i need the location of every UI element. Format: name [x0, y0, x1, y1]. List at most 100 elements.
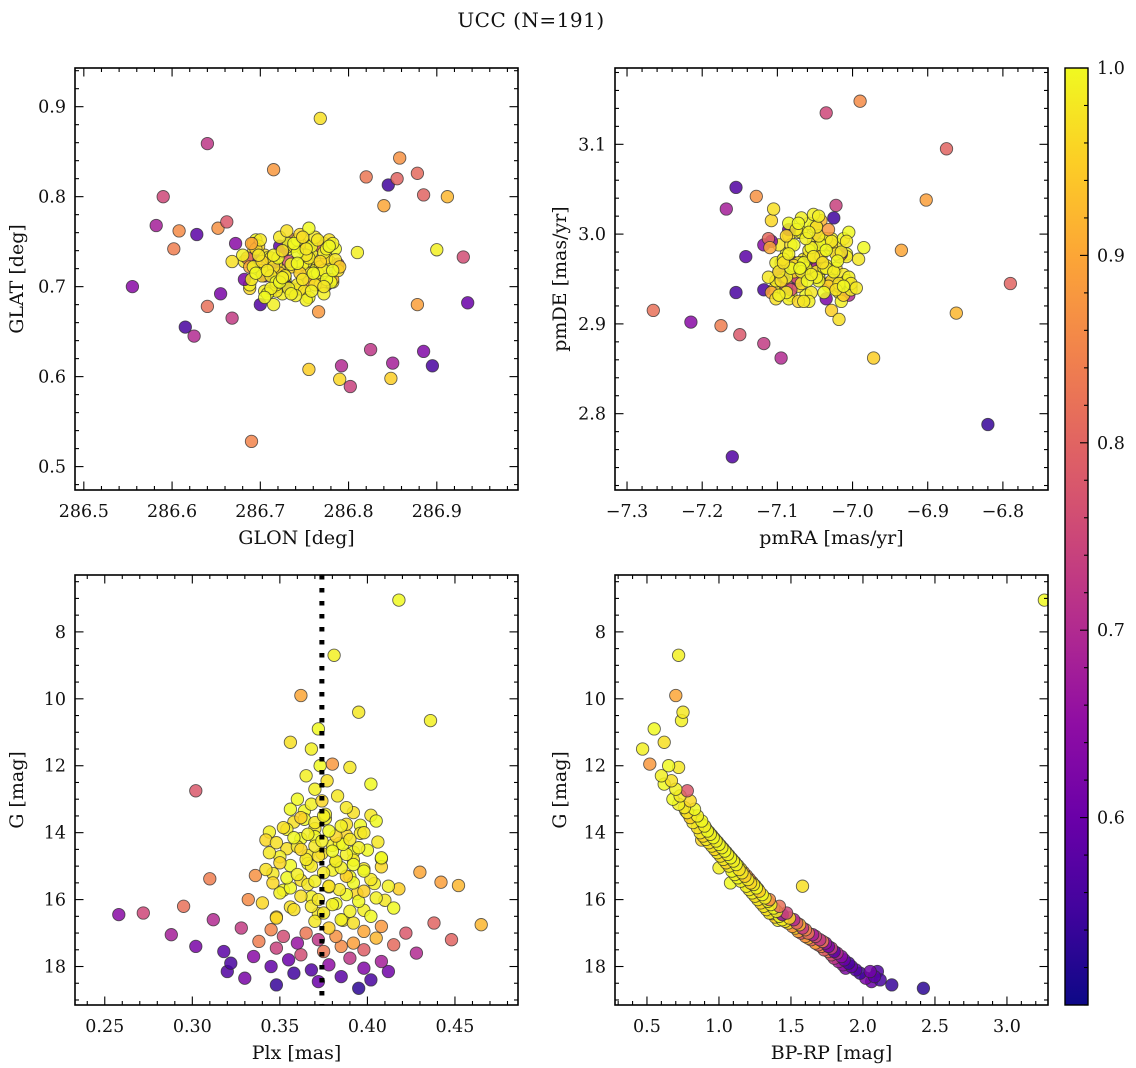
data-point — [206, 913, 220, 927]
data-point — [416, 344, 431, 359]
data-point — [294, 842, 308, 857]
data-point — [213, 287, 228, 301]
data-point — [322, 921, 336, 935]
data-point — [164, 928, 178, 942]
scatter-points — [125, 111, 475, 449]
data-point — [330, 789, 345, 803]
x-tick-label: 286.8 — [324, 502, 374, 522]
data-point — [346, 916, 361, 930]
data-point — [228, 236, 243, 251]
x-tick-label: −7.1 — [756, 502, 799, 522]
data-point — [364, 777, 378, 791]
data-point — [352, 841, 366, 855]
x-tick-label: 0.30 — [173, 1017, 212, 1037]
data-point — [863, 964, 877, 979]
data-point — [763, 240, 777, 255]
data-point — [246, 949, 261, 964]
data-point — [836, 279, 851, 293]
data-point — [821, 222, 836, 237]
x-axis-label: pmRA [mas/yr] — [759, 527, 903, 549]
data-point — [304, 963, 319, 977]
y-axis-label: G [mag] — [6, 751, 28, 829]
data-point — [313, 111, 327, 126]
data-point — [851, 252, 866, 266]
data-point — [308, 782, 322, 796]
panel-cmd: 0.5 1.0 1.5 2.0 2.5 3.0 8 10 12 14 16 18 BP-RP [mag]… — [549, 574, 1049, 1064]
data-point — [311, 233, 325, 247]
x-tick-label: 2.0 — [849, 1017, 877, 1037]
data-point — [357, 943, 371, 957]
data-point — [187, 329, 201, 343]
data-point — [430, 243, 444, 257]
data-point — [334, 969, 348, 984]
data-point — [797, 294, 811, 309]
data-point — [819, 243, 833, 257]
panel-frame — [614, 574, 1049, 1006]
data-point — [793, 261, 807, 275]
data-point — [112, 907, 126, 922]
y-tick-label: 0.5 — [38, 458, 66, 478]
data-point — [369, 814, 383, 828]
data-point — [302, 221, 316, 235]
data-point — [357, 826, 371, 840]
y-tick-label: 14 — [584, 824, 606, 844]
data-point — [167, 242, 181, 256]
data-point — [294, 810, 308, 825]
data-point — [290, 792, 305, 806]
data-point — [280, 224, 294, 238]
data-point — [304, 284, 319, 298]
data-point — [308, 914, 322, 928]
data-point — [729, 285, 743, 300]
data-point — [296, 272, 310, 287]
y-tick-label: 0.8 — [38, 188, 66, 208]
data-point — [178, 320, 192, 334]
y-tick-label: 0.6 — [38, 368, 66, 388]
data-point — [269, 836, 284, 850]
data-point — [357, 884, 371, 898]
data-point — [343, 904, 357, 918]
y-tick-label: 18 — [584, 958, 606, 978]
data-point — [299, 242, 313, 256]
tick-labels: 0.5 1.0 1.5 2.0 2.5 3.0 8 10 12 14 16 18 — [584, 623, 1021, 1037]
data-point — [654, 769, 669, 783]
data-point — [387, 901, 401, 915]
data-point — [369, 931, 383, 945]
data-point — [416, 188, 431, 202]
data-point — [317, 279, 331, 294]
x-tick-label: −7.2 — [681, 502, 724, 522]
data-point — [244, 434, 259, 449]
colorbar-tick-label: 1.0 — [1097, 59, 1125, 79]
data-point — [733, 328, 747, 342]
panel-frame — [614, 67, 1049, 491]
data-point — [308, 874, 322, 888]
data-point — [824, 303, 839, 318]
x-tick-label: 286.5 — [59, 502, 109, 522]
data-point — [676, 705, 690, 719]
data-point — [294, 889, 308, 903]
data-point — [259, 862, 273, 877]
data-point — [251, 248, 266, 262]
data-point — [269, 911, 284, 925]
panel-frame — [74, 574, 519, 1006]
figure-title: UCC (N=191) — [457, 8, 605, 32]
y-tick-label: 2.8 — [578, 405, 606, 425]
data-point — [357, 961, 371, 975]
data-point — [857, 240, 871, 255]
data-point — [714, 319, 728, 333]
x-tick-label: 286.6 — [147, 502, 197, 522]
colorbar-frame — [1064, 67, 1089, 1006]
panel-parallax: 0.25 0.30 0.35 0.40 0.45 8 10 12 14 16 18 Plx [mas]… — [6, 574, 519, 1064]
data-point — [410, 166, 425, 180]
data-point — [371, 835, 385, 849]
data-point — [322, 239, 336, 253]
data-point — [866, 351, 881, 365]
data-point — [252, 934, 266, 949]
data-point — [248, 868, 263, 883]
data-point — [782, 247, 796, 261]
data-point — [315, 794, 329, 808]
colorbar-tick-label: 0.8 — [1097, 434, 1125, 454]
data-point — [125, 279, 140, 294]
data-point — [413, 865, 427, 879]
data-point — [359, 170, 373, 184]
